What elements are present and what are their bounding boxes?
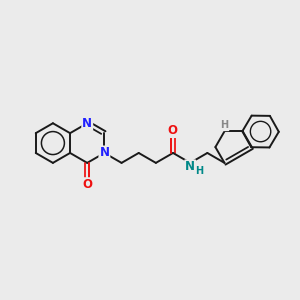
Text: N: N — [185, 160, 195, 173]
Text: N: N — [99, 146, 110, 160]
Text: N: N — [82, 117, 92, 130]
Text: H: H — [220, 120, 229, 130]
Text: O: O — [167, 124, 177, 137]
Text: O: O — [82, 178, 92, 191]
Text: H: H — [195, 166, 203, 176]
